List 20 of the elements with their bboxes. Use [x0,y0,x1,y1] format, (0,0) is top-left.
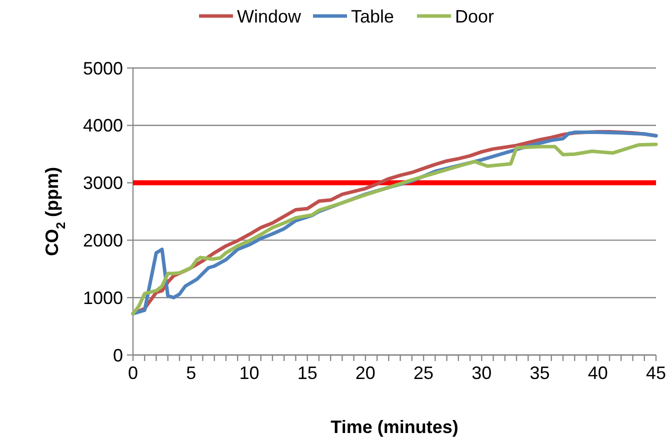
y-tick-label: 1000 [82,288,123,308]
legend-label: Door [455,6,494,26]
x-tick-label: 30 [472,363,492,383]
x-tick-label: 0 [128,363,138,383]
y-tick-label: 0 [112,345,123,366]
x-tick-label: 40 [588,363,608,383]
x-tick-label: 35 [530,363,550,383]
x-tick-label: 15 [297,363,318,383]
x-tick-label: 10 [239,363,260,383]
y-tick-label: 3000 [82,173,123,194]
legend-label: Window [237,6,302,26]
x-tick-label: 20 [355,363,376,383]
x-tick-label: 25 [414,363,434,383]
y-tick-label: 4000 [82,116,123,136]
x-tick-label: 45 [646,363,666,383]
y-tick-label: 2000 [82,230,123,250]
y-tick-label: 5000 [82,58,123,78]
x-axis-title: Time (minutes) [330,417,458,437]
x-tick-label: 5 [186,363,196,383]
legend-label: Table [351,6,394,26]
